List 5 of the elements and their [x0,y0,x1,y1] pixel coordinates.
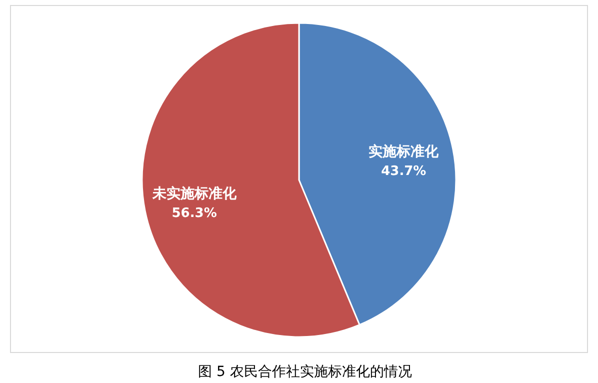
data-label: 56.3% [172,206,217,221]
slice-label: 实施标准化 [368,143,440,160]
text: 图 5 农民合作社实施标准化的情况 [198,364,412,380]
data-label: 43.7% [381,164,426,180]
slice-label: 未实施标准化 [151,184,238,202]
